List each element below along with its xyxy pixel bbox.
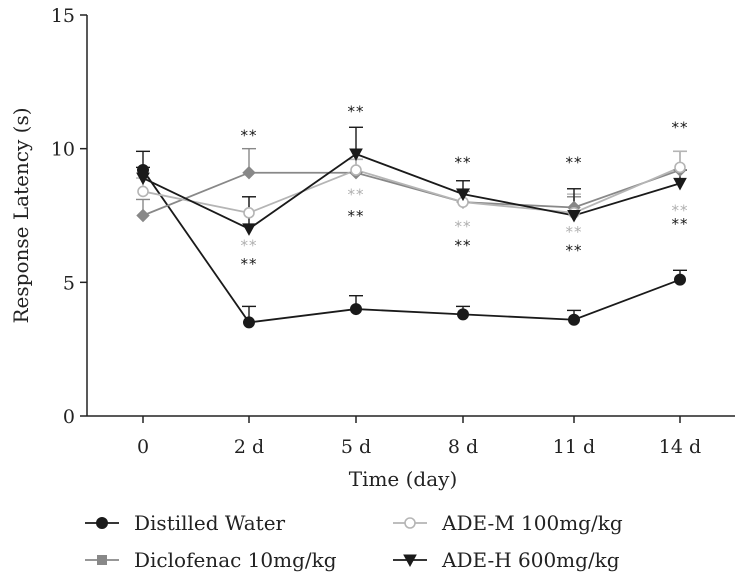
- series-line: [142, 153, 681, 230]
- x-tick-label: 8 d: [448, 436, 478, 458]
- data-point: [568, 313, 580, 326]
- data-point: [137, 185, 149, 198]
- legend-swatch-marker: [97, 555, 107, 565]
- data-point: [674, 273, 686, 286]
- legend-item: ADE-H 600mg/kg: [393, 548, 620, 572]
- series-line: [142, 169, 681, 324]
- significance-label: **: [241, 236, 258, 254]
- significance-label: **: [455, 153, 472, 171]
- legend-swatch-marker: [403, 554, 417, 568]
- legend-item: Diclofenac 10mg/kg: [85, 548, 337, 572]
- series-line: [142, 169, 681, 217]
- x-tick-label: 11 d: [553, 436, 595, 458]
- series-markers: [136, 148, 687, 329]
- significance-label: **: [672, 215, 689, 233]
- legend-label: ADE-M 100mg/kg: [441, 511, 623, 535]
- series-lines: [142, 153, 681, 324]
- series-line: [142, 166, 681, 214]
- axes: 0 5 10 15 0 2 d 5 d 8 d 11 d 14 d Time (day) Respon…: [9, 5, 735, 491]
- y-axis-title: Response Latency (s): [9, 107, 33, 323]
- legend-label: ADE-H 600mg/kg: [441, 548, 620, 572]
- legend-label: Diclofenac 10mg/kg: [134, 548, 337, 572]
- significance-label: **: [566, 223, 583, 241]
- data-point: [567, 210, 581, 223]
- error-bars: [136, 126, 687, 323]
- y-tick-label: 5: [63, 272, 75, 294]
- legend-swatch-marker: [96, 517, 108, 529]
- x-axis-title: Time (day): [349, 467, 458, 491]
- legend: Distilled Water Diclofenac 10mg/kg ADE-M 1…: [85, 511, 623, 572]
- significance-label: **: [241, 127, 258, 145]
- significance-label: **: [672, 119, 689, 137]
- x-tick-label: 5 d: [341, 436, 371, 458]
- significance-label: **: [455, 236, 472, 254]
- data-point: [242, 166, 256, 180]
- data-point: [349, 148, 363, 162]
- y-tick-label: 15: [51, 5, 75, 27]
- significance-label: **: [348, 207, 365, 225]
- data-point: [243, 316, 255, 329]
- significance-label: **: [566, 153, 583, 171]
- significance-label: **: [672, 202, 689, 220]
- data-point: [242, 223, 256, 236]
- data-point: [457, 308, 469, 321]
- x-tick-label: 2 d: [234, 436, 264, 458]
- legend-label: Distilled Water: [134, 511, 286, 535]
- data-point: [350, 164, 362, 176]
- x-tick-label: 14 d: [659, 436, 701, 458]
- y-tick-label: 10: [51, 139, 75, 161]
- data-point: [674, 161, 686, 174]
- data-point: [673, 177, 687, 191]
- data-point: [456, 188, 470, 202]
- significance-label: **: [348, 103, 365, 121]
- data-point: [136, 208, 150, 223]
- legend-item: ADE-M 100mg/kg: [393, 511, 623, 535]
- significance-label: **: [455, 218, 472, 236]
- data-point: [136, 172, 150, 186]
- significance-annotations: ******************************: [241, 103, 689, 273]
- data-point: [350, 303, 362, 316]
- data-point: [243, 207, 255, 219]
- significance-label: **: [566, 242, 583, 260]
- significance-label: **: [241, 255, 258, 273]
- y-tick-label: 0: [63, 406, 75, 428]
- significance-label: **: [348, 185, 365, 203]
- legend-item: Distilled Water: [85, 511, 286, 535]
- x-tick-label: 0: [137, 436, 149, 458]
- legend-swatch-marker: [404, 517, 416, 529]
